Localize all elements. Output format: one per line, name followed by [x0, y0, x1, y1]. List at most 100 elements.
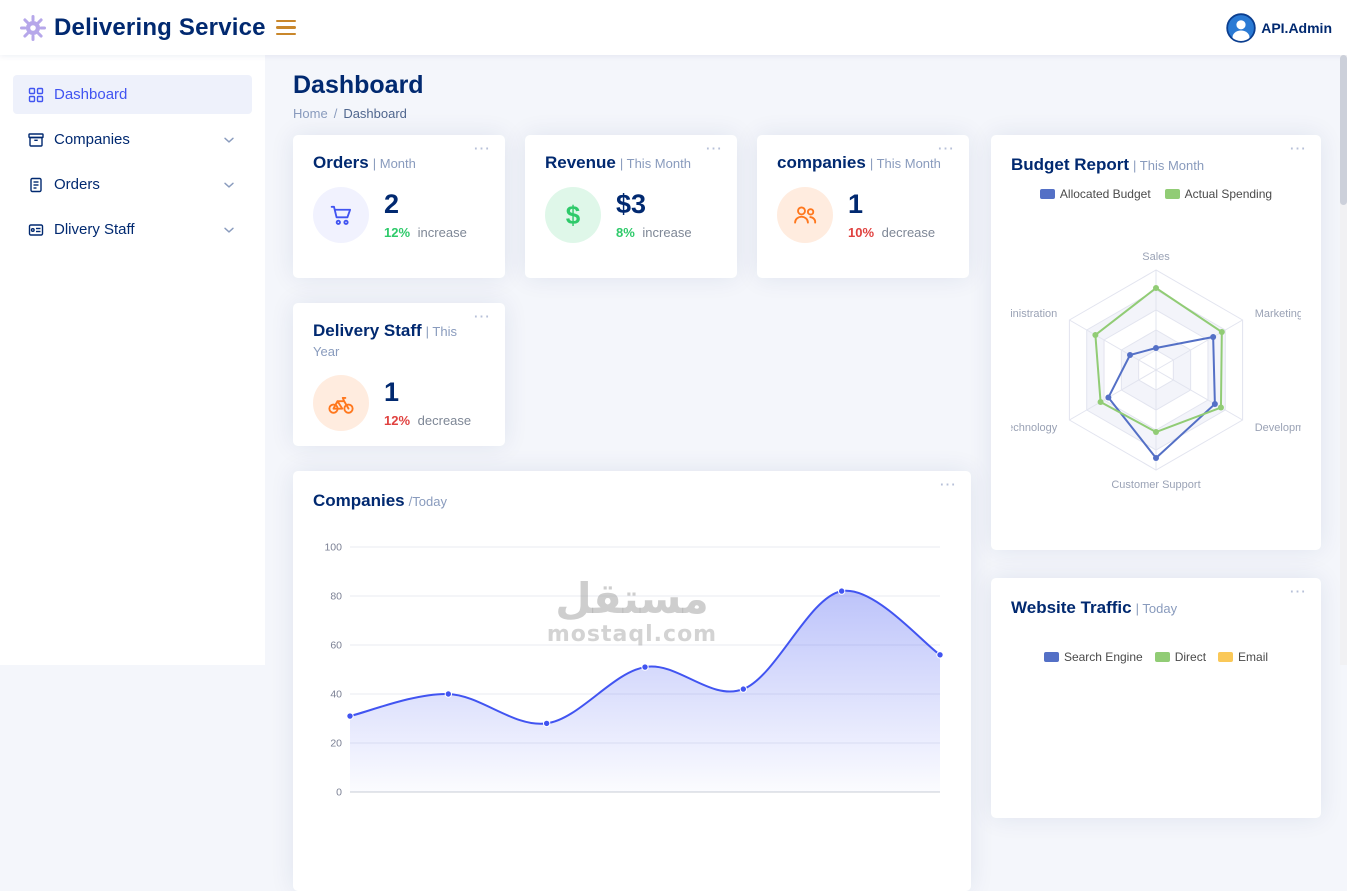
- sidebar-item-label: Orders: [54, 176, 100, 193]
- stat-value: 2: [384, 191, 467, 218]
- svg-text:Development: Development: [1255, 422, 1301, 434]
- legend-swatch: [1218, 652, 1233, 662]
- page-title: Dashboard: [293, 71, 1312, 100]
- card-title: Delivery Staff| This Year: [313, 321, 485, 361]
- stat-delta-direction: increase: [418, 225, 467, 240]
- card-filter-label: /Today: [409, 494, 447, 509]
- legend-swatch: [1165, 189, 1180, 199]
- breadcrumb: Home / Dashboard: [293, 106, 1312, 121]
- profile-name: API.Admin: [1261, 20, 1332, 36]
- legend-item-allocated-budget[interactable]: Allocated Budget: [1040, 187, 1151, 201]
- card-title: Orders| Month: [313, 153, 485, 173]
- sidebar-item-label: Dashboard: [54, 86, 127, 103]
- card-options-button[interactable]: ⋯: [705, 139, 723, 159]
- card-title: Budget Report| This Month: [1011, 155, 1301, 175]
- svg-text:Information Technology: Information Technology: [1011, 422, 1058, 434]
- chevron-down-icon: [221, 132, 237, 148]
- box-icon: [28, 132, 44, 148]
- card-options-button[interactable]: ⋯: [473, 139, 491, 159]
- stat-value: 1: [848, 191, 935, 218]
- companies-area-chart: 100 80 60 40 20 0: [313, 521, 951, 801]
- card-options-button[interactable]: ⋯: [937, 139, 955, 159]
- legend-item-email[interactable]: Email: [1218, 650, 1268, 664]
- scrollbar-thumb[interactable]: [1340, 55, 1347, 205]
- svg-text:20: 20: [330, 738, 342, 750]
- svg-text:40: 40: [330, 689, 342, 701]
- legend-swatch: [1040, 189, 1055, 199]
- legend-item-search-engine[interactable]: Search Engine: [1044, 650, 1143, 664]
- svg-text:Sales: Sales: [1142, 251, 1170, 263]
- journal-icon: [28, 177, 44, 193]
- sidebar: Dashboard Companies Orders: [0, 55, 265, 665]
- sidebar-item-orders[interactable]: Orders: [13, 165, 252, 204]
- budget-radar-chart: Sales Administration Information Technolog…: [1011, 205, 1301, 505]
- companies-stat-card: ⋯ companies| This Month: [757, 135, 969, 278]
- svg-text:0: 0: [336, 787, 342, 799]
- card-options-button[interactable]: ⋯: [1289, 582, 1307, 602]
- sidebar-item-dashboard[interactable]: Dashboard: [13, 75, 252, 114]
- sidebar-item-label: Dlivery Staff: [54, 221, 135, 238]
- svg-text:Marketing: Marketing: [1255, 308, 1301, 320]
- breadcrumb-current: Dashboard: [343, 106, 407, 121]
- card-filter-label: | Today: [1136, 601, 1177, 616]
- main-content: Dashboard Home / Dashboard ⋯ Orders| Mon…: [265, 55, 1339, 891]
- budget-legend: Allocated Budget Actual Spending: [1011, 187, 1301, 201]
- card-filter-label: | Month: [373, 156, 416, 171]
- svg-text:60: 60: [330, 640, 342, 652]
- card-options-button[interactable]: ⋯: [1289, 139, 1307, 159]
- menu-toggle-icon[interactable]: [270, 14, 302, 41]
- stat-value: $3: [616, 191, 692, 218]
- card-filter-label: | This Month: [870, 156, 941, 171]
- breadcrumb-separator: /: [334, 106, 338, 121]
- svg-text:Administration: Administration: [1011, 308, 1057, 320]
- chevron-down-icon: [221, 222, 237, 238]
- budget-report-card: ⋯ Budget Report| This Month Allocated Bu…: [991, 135, 1321, 550]
- stat-delta-percent: 12%: [384, 413, 410, 428]
- card-filter-label: | This Month: [1133, 158, 1204, 173]
- card-title: companies| This Month: [777, 153, 949, 173]
- delivery-staff-stat-card: ⋯ Delivery Staff| This Year 1: [293, 303, 505, 446]
- chevron-down-icon: [221, 177, 237, 193]
- card-title: Companies/Today: [313, 491, 951, 511]
- profile-menu[interactable]: API.Admin: [1226, 13, 1332, 43]
- svg-text:80: 80: [330, 591, 342, 603]
- card-list-icon: [28, 222, 44, 238]
- breadcrumb-home-link[interactable]: Home: [293, 106, 328, 121]
- card-options-button[interactable]: ⋯: [939, 475, 957, 495]
- people-icon: [777, 187, 833, 243]
- stat-delta-direction: decrease: [418, 413, 471, 428]
- grid-icon: [28, 87, 44, 103]
- avatar: [1226, 13, 1256, 43]
- stat-delta-direction: increase: [642, 225, 691, 240]
- legend-item-actual-spending[interactable]: Actual Spending: [1165, 187, 1272, 201]
- card-options-button[interactable]: ⋯: [473, 307, 491, 327]
- cart-icon: [313, 187, 369, 243]
- website-traffic-card: ⋯ Website Traffic| Today Search Engine D…: [991, 578, 1321, 818]
- card-title: Revenue| This Month: [545, 153, 717, 173]
- legend-swatch: [1044, 652, 1059, 662]
- svg-text:100: 100: [324, 542, 342, 554]
- dollar-icon: $: [545, 187, 601, 243]
- sidebar-item-label: Companies: [54, 131, 130, 148]
- app-title: Delivering Service: [54, 14, 266, 42]
- bicycle-icon: [313, 375, 369, 431]
- top-bar: Delivering Service API.Admin: [0, 0, 1347, 55]
- card-filter-label: | This Month: [620, 156, 691, 171]
- orders-stat-card: ⋯ Orders| Month 2: [293, 135, 505, 278]
- sidebar-item-delivery-staff[interactable]: Dlivery Staff: [13, 210, 252, 249]
- sidebar-item-companies[interactable]: Companies: [13, 120, 252, 159]
- legend-item-direct[interactable]: Direct: [1155, 650, 1206, 664]
- brand[interactable]: Delivering Service: [20, 14, 270, 42]
- stat-delta-percent: 8%: [616, 225, 635, 240]
- stat-value: 1: [384, 379, 471, 406]
- stat-delta-percent: 12%: [384, 225, 410, 240]
- revenue-stat-card: ⋯ Revenue| This Month $ $3 8% increase: [525, 135, 737, 278]
- app-logo-icon: [20, 15, 46, 41]
- svg-text:Customer Support: Customer Support: [1111, 479, 1200, 491]
- vertical-scrollbar[interactable]: [1340, 55, 1347, 665]
- legend-swatch: [1155, 652, 1170, 662]
- traffic-legend: Search Engine Direct Email: [1011, 650, 1301, 664]
- stat-delta-percent: 10%: [848, 225, 874, 240]
- card-title: Website Traffic| Today: [1011, 598, 1301, 618]
